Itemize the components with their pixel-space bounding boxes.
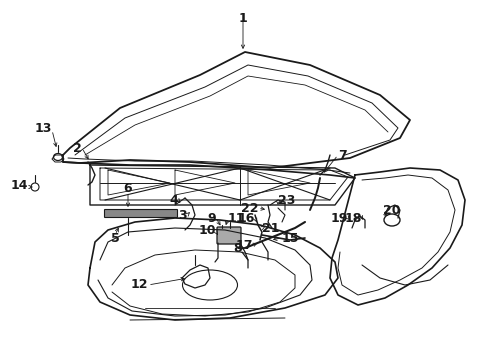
Text: 15: 15	[282, 231, 299, 244]
FancyBboxPatch shape	[104, 210, 177, 217]
Text: 4: 4	[169, 194, 178, 207]
Text: 14: 14	[10, 179, 28, 192]
Text: 11: 11	[228, 212, 245, 225]
Text: 8: 8	[233, 242, 242, 255]
Text: 16: 16	[238, 212, 255, 225]
Text: 7: 7	[338, 149, 347, 162]
Text: 5: 5	[111, 232, 120, 245]
Text: 18: 18	[344, 212, 362, 225]
Text: 1: 1	[239, 12, 247, 25]
Text: 21: 21	[262, 221, 279, 234]
Text: 3: 3	[178, 208, 187, 221]
Text: 12: 12	[130, 279, 148, 292]
Text: 23: 23	[278, 194, 295, 207]
Text: 2: 2	[73, 141, 82, 154]
Text: 20: 20	[383, 203, 400, 216]
Text: 22: 22	[241, 202, 258, 215]
Text: 19: 19	[331, 212, 348, 225]
Text: 17: 17	[236, 239, 253, 252]
Text: 10: 10	[198, 224, 216, 237]
Text: 13: 13	[35, 122, 52, 135]
Text: 6: 6	[123, 181, 132, 194]
Text: 9: 9	[207, 212, 216, 225]
FancyBboxPatch shape	[217, 227, 241, 244]
